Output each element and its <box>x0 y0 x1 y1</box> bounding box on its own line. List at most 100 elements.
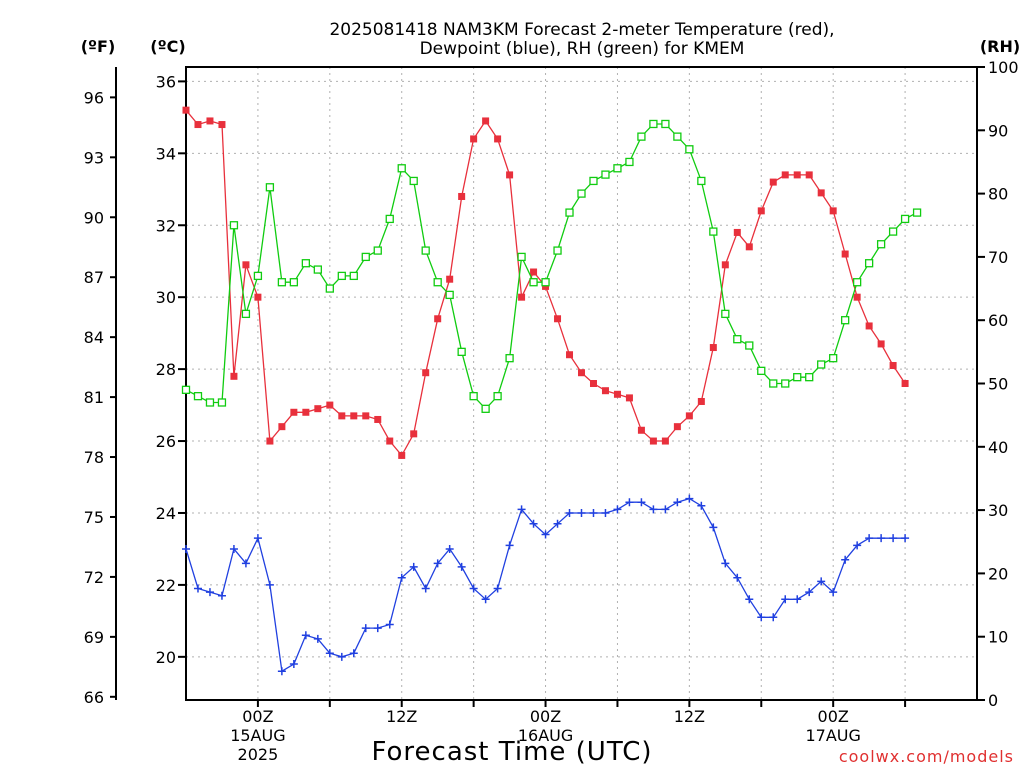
rh-point <box>912 208 922 217</box>
rh-point <box>541 278 550 287</box>
rh-point <box>757 366 766 375</box>
fahrenheit-tick-label: 84 <box>84 328 104 347</box>
rh-point <box>781 379 790 388</box>
celsius-unit-label: (ºC) <box>150 37 185 56</box>
fahrenheit-tick-label: 87 <box>84 268 104 287</box>
rh-point <box>745 341 754 350</box>
x-tick-label: 00Z <box>530 707 561 726</box>
rh-point <box>229 221 239 230</box>
dewpoint-point <box>481 595 490 604</box>
temperature-point <box>314 405 322 413</box>
dewpoint-point <box>289 660 298 669</box>
rh-point <box>433 278 442 287</box>
rh-point <box>481 404 490 413</box>
temperature-point <box>601 387 609 395</box>
rh-point <box>649 119 658 129</box>
temperature-point <box>254 293 262 301</box>
dewpoint-point <box>661 505 670 514</box>
dewpoint-point <box>901 534 910 543</box>
rh-point <box>337 271 346 281</box>
dewpoint-point <box>649 505 658 514</box>
dewpoint-point <box>217 591 226 600</box>
dewpoint-point <box>877 534 886 543</box>
series-temperature <box>182 106 909 459</box>
rh-point <box>900 214 910 224</box>
x-tick-year: 2025 <box>238 745 279 764</box>
temperature-point <box>446 275 454 283</box>
rh-point <box>793 373 802 382</box>
dewpoint-point <box>697 501 706 510</box>
rh-tick-label: 90 <box>988 121 1008 140</box>
series-rh <box>181 119 922 413</box>
dewpoint-point <box>865 534 874 543</box>
rh-point <box>349 271 358 281</box>
dewpoint-point <box>505 541 514 550</box>
rh-point <box>853 278 862 287</box>
x-tick-date: 17AUG <box>805 726 860 745</box>
rh-point <box>409 176 418 186</box>
rh-point <box>193 392 203 401</box>
dewpoint-point <box>685 494 694 503</box>
dewpoint-point <box>445 544 454 553</box>
temperature-point <box>182 106 190 114</box>
temperature-point <box>410 430 418 438</box>
rh-point <box>361 252 370 262</box>
dewpoint-point <box>541 530 550 539</box>
temperature-point <box>673 423 681 431</box>
dewpoint-point <box>601 508 610 517</box>
rh-point <box>565 208 574 217</box>
temperature-point <box>781 171 789 179</box>
rh-point <box>277 278 287 287</box>
temperature-point <box>841 250 849 258</box>
temperature-point <box>578 369 585 377</box>
temperature-point <box>362 412 370 420</box>
temperature-point <box>661 437 669 445</box>
dewpoint-point <box>373 624 382 633</box>
rh-point <box>637 132 646 141</box>
temperature-point <box>769 178 777 186</box>
dewpoint-point <box>769 613 778 622</box>
temperature-point <box>709 344 717 352</box>
dewpoint-point <box>409 562 418 571</box>
series-line-rh <box>185 123 918 410</box>
dewpoint-point <box>529 519 538 528</box>
dewpoint-point <box>253 534 262 543</box>
temperature-point <box>470 135 478 143</box>
dewpoint-point <box>565 508 574 517</box>
temperature-point <box>805 171 813 179</box>
temperature-point <box>901 380 909 387</box>
dewpoint-point <box>805 588 814 597</box>
rh-point <box>685 145 694 154</box>
dewpoint-point <box>517 505 526 514</box>
rh-tick-label: 70 <box>988 248 1008 267</box>
fahrenheit-tick-label: 78 <box>84 448 104 467</box>
temperature-point <box>721 261 729 269</box>
chart-title-line2: Dewpoint (blue), RH (green) for KMEM <box>420 39 745 59</box>
dewpoint-point <box>241 559 250 568</box>
temperature-point <box>889 362 897 370</box>
temperature-point <box>506 171 514 179</box>
dewpoint-point <box>889 534 898 543</box>
rh-point <box>721 309 730 319</box>
temperature-point <box>649 437 657 445</box>
dewpoint-point <box>265 580 274 589</box>
rh-unit-label: (RH) <box>980 37 1020 56</box>
rh-point <box>805 373 814 382</box>
dewpoint-point <box>817 577 826 586</box>
x-tick-label: 00Z <box>818 707 849 726</box>
celsius-tick-label: 34 <box>156 144 176 163</box>
gridlines <box>186 67 977 700</box>
rh-tick-label: 60 <box>988 311 1008 330</box>
axes: 66 69 72 75 78 81 84 87 90 93 96 20 22 24 26 28 30 32 34 36… <box>84 58 1019 764</box>
rh-point <box>888 227 898 236</box>
dewpoint-point <box>553 519 562 528</box>
dewpoint-point <box>709 523 718 532</box>
dewpoint-point <box>745 595 754 604</box>
rh-point <box>529 278 538 287</box>
chart-title-line1: 2025081418 NAM3KM Forecast 2-meter Tempe… <box>329 20 834 40</box>
fahrenheit-tick-label: 69 <box>84 628 104 647</box>
dewpoint-point <box>637 498 646 507</box>
dewpoint-point <box>433 559 442 568</box>
temperature-point <box>398 451 406 459</box>
